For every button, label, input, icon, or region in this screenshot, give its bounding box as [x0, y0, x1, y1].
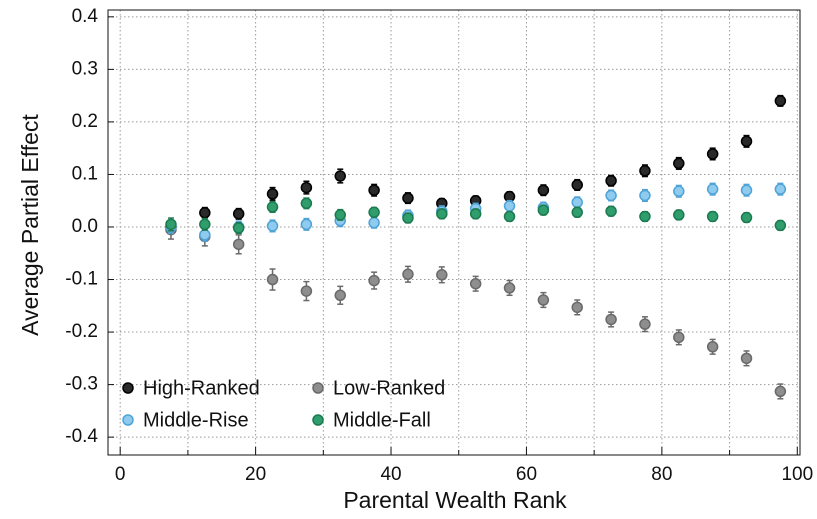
point: [605, 313, 617, 326]
point: [673, 157, 685, 170]
point: [740, 352, 753, 365]
point: [706, 148, 719, 160]
series: [165, 197, 787, 235]
point: [706, 183, 719, 195]
point: [469, 277, 482, 290]
point: [436, 269, 448, 281]
point: [402, 268, 414, 281]
y-tick-label: 0.2: [72, 111, 98, 132]
x-tick-label: 40: [380, 464, 401, 485]
legend-marker: [122, 414, 134, 426]
point: [334, 209, 346, 221]
point: [266, 273, 279, 286]
point: [740, 211, 753, 224]
point: [571, 196, 583, 209]
point: [605, 174, 617, 187]
x-tick-label: 20: [245, 464, 266, 485]
y-tick-label: -0.1: [65, 269, 98, 290]
point: [571, 179, 583, 191]
point: [639, 318, 651, 330]
series: [165, 219, 787, 400]
legend-label: Middle-Fall: [333, 409, 431, 431]
point: [571, 301, 583, 314]
point: [774, 95, 787, 107]
point: [740, 135, 753, 148]
legend-marker: [312, 414, 324, 426]
point: [571, 206, 583, 219]
point: [503, 200, 516, 212]
point: [334, 170, 346, 182]
point: [639, 210, 651, 223]
point: [774, 385, 787, 398]
x-tick-label: 60: [516, 464, 537, 485]
point: [334, 289, 346, 302]
point: [199, 218, 211, 231]
point: [503, 282, 516, 294]
legend-marker: [122, 382, 134, 394]
point: [537, 204, 550, 216]
point: [605, 189, 617, 202]
point: [706, 210, 719, 223]
point: [605, 205, 617, 217]
point: [537, 184, 550, 196]
point: [503, 210, 516, 223]
y-tick-label: -0.4: [65, 426, 98, 447]
point: [199, 229, 211, 241]
point: [165, 218, 177, 231]
point: [300, 218, 313, 231]
point: [266, 188, 279, 200]
point: [774, 219, 787, 232]
x-tick-label: 100: [781, 464, 813, 485]
y-tick-label: -0.2: [65, 321, 98, 342]
point: [232, 222, 245, 234]
legend-label: High-Ranked: [143, 377, 260, 399]
point: [368, 217, 380, 229]
y-tick-label: 0.4: [72, 6, 99, 27]
point: [402, 212, 414, 224]
point: [368, 206, 380, 219]
y-tick-label: 0.0: [72, 216, 98, 237]
legend-label: Low-Ranked: [333, 377, 445, 399]
point: [300, 181, 313, 194]
point: [232, 238, 245, 251]
point: [673, 185, 685, 198]
plot-frame: [107, 9, 801, 456]
point: [639, 189, 651, 202]
point: [368, 184, 380, 196]
point: [300, 285, 313, 297]
point: [199, 207, 211, 219]
point: [436, 208, 448, 220]
y-tick-label: 0.1: [72, 163, 98, 184]
point: [368, 274, 380, 287]
y-axis-title: Average Partial Effect: [17, 114, 43, 336]
legend-marker: [312, 382, 324, 394]
point: [232, 208, 245, 220]
point: [673, 209, 685, 221]
point: [774, 183, 787, 195]
point: [266, 220, 279, 232]
x-axis-title: Parental Wealth Rank: [343, 487, 567, 513]
point: [639, 165, 651, 177]
point: [706, 341, 719, 353]
x-tick-label: 80: [651, 464, 672, 485]
point: [469, 208, 482, 220]
point: [402, 192, 414, 204]
point: [673, 331, 685, 344]
x-tick-label: 0: [115, 464, 126, 485]
y-tick-label: -0.3: [65, 374, 98, 395]
point: [266, 201, 279, 213]
point: [537, 294, 550, 306]
point: [300, 197, 313, 210]
point: [740, 184, 753, 196]
y-tick-label: 0.3: [72, 58, 98, 79]
legend-label: Middle-Rise: [143, 409, 249, 431]
